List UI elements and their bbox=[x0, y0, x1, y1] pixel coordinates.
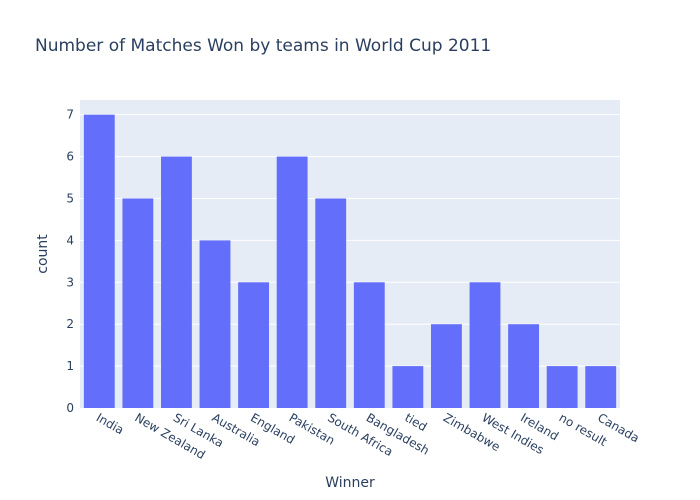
y-tick-label: 6 bbox=[66, 150, 74, 164]
bar-tied[interactable] bbox=[392, 366, 424, 408]
bar-sri-lanka[interactable] bbox=[161, 156, 192, 408]
bar-australia[interactable] bbox=[199, 240, 231, 408]
bar-india[interactable] bbox=[83, 114, 115, 409]
bar-west-indies[interactable] bbox=[469, 282, 501, 408]
y-tick-label: 5 bbox=[66, 191, 74, 205]
bar-ireland[interactable] bbox=[508, 324, 539, 408]
bar-canada[interactable] bbox=[585, 366, 617, 408]
y-tick-label: 3 bbox=[66, 275, 74, 289]
bars bbox=[83, 114, 617, 409]
y-axis-ticks: 0 1 2 3 4 5 6 7 bbox=[66, 108, 74, 415]
y-tick-label: 1 bbox=[66, 359, 74, 373]
y-axis-title: count bbox=[35, 234, 51, 274]
y-tick-label: 2 bbox=[66, 317, 74, 331]
chart-title: Number of Matches Won by teams in World … bbox=[35, 36, 491, 56]
bar-south-africa[interactable] bbox=[315, 198, 347, 408]
y-tick-label: 7 bbox=[66, 108, 74, 122]
x-axis-title: Winner bbox=[325, 475, 375, 491]
bar-new-zealand[interactable] bbox=[122, 198, 154, 408]
x-tick-label: India bbox=[94, 410, 127, 437]
bar-pakistan[interactable] bbox=[276, 156, 308, 408]
y-tick-label: 4 bbox=[66, 233, 74, 247]
y-tick-label: 0 bbox=[66, 401, 74, 415]
bar-bangladesh[interactable] bbox=[353, 282, 385, 408]
bar-no-result[interactable] bbox=[546, 366, 578, 408]
bar-england[interactable] bbox=[238, 282, 269, 408]
bar-zimbabwe[interactable] bbox=[431, 324, 462, 408]
